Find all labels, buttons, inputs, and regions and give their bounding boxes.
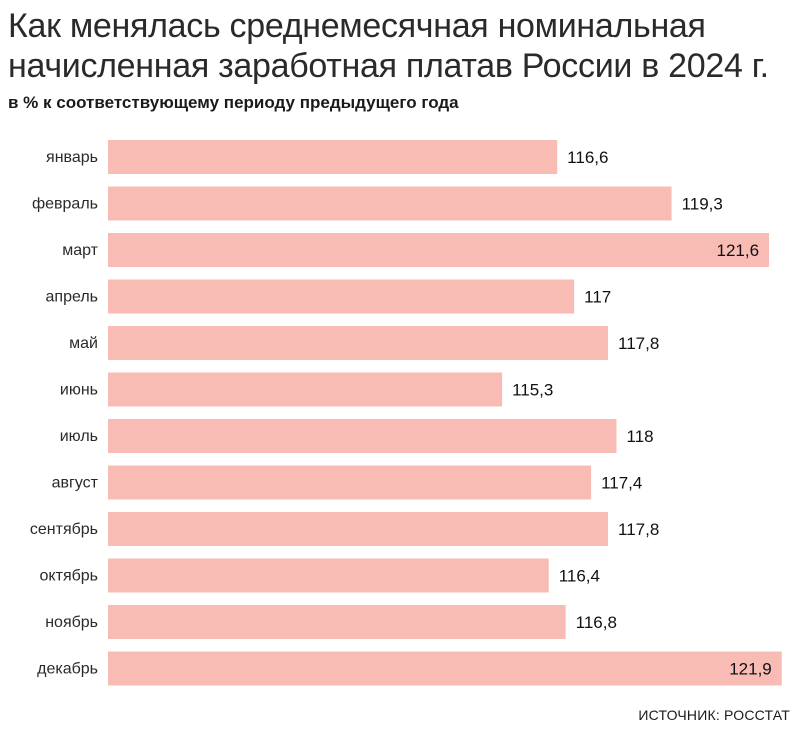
category-label: январь [46,149,98,166]
category-label: март [62,242,98,259]
category-label: ноябрь [45,614,98,631]
category-label: июль [60,428,98,445]
category-label: сентябрь [30,521,98,538]
bar [108,605,566,639]
bar-row: июль 118 [60,419,654,453]
value-label: 121,9 [729,660,772,679]
category-label: февраль [32,196,98,213]
bar [108,465,592,500]
category-label: июнь [60,382,98,399]
chart-title: Как менялась среднемесячная номинальная … [8,7,769,85]
bar-row: декабрь 121,9 [37,651,782,686]
value-label: 117 [584,288,611,307]
value-label: 117,8 [618,520,659,539]
bar [108,512,609,546]
bar-row: апрель 117 [46,279,611,314]
value-label: 116,6 [567,148,608,167]
bar-row: сентябрь 117,8 [30,512,659,546]
value-label: 117,4 [601,474,642,493]
value-label: 116,8 [576,613,617,632]
bar [108,651,782,686]
value-label: 115,3 [512,381,553,400]
bar [108,372,503,407]
bar [108,140,558,174]
source-note: ИСТОЧНИК: РОССТАТ [638,707,790,723]
bar-row: февраль 119,3 [32,186,723,221]
value-label: 117,8 [618,334,659,353]
bar [108,558,549,593]
bar-row: май 117,8 [69,326,659,360]
chart-subtitle: в % к соответствующему периоду предыдуще… [8,93,459,112]
bar-row: июнь 115,3 [60,372,553,407]
bar [108,186,672,221]
bar [108,233,770,267]
value-label: 118 [627,427,654,446]
value-label: 119,3 [682,195,723,214]
category-label: май [69,335,98,352]
bar-row: январь 116,6 [46,140,608,174]
category-label: апрель [46,289,99,306]
bar-row: ноябрь 116,8 [45,605,617,639]
category-label: август [52,475,99,492]
value-label: 116,4 [559,567,600,586]
category-label: декабрь [37,661,98,678]
bar [108,419,617,453]
bar-row: октябрь 116,4 [40,558,600,593]
bar-row: март 121,6 [62,233,770,267]
category-label: октябрь [40,568,98,585]
bar-row: август 117,4 [52,465,642,500]
bar [108,326,609,360]
bar [108,279,575,314]
value-label: 121,6 [717,241,760,260]
